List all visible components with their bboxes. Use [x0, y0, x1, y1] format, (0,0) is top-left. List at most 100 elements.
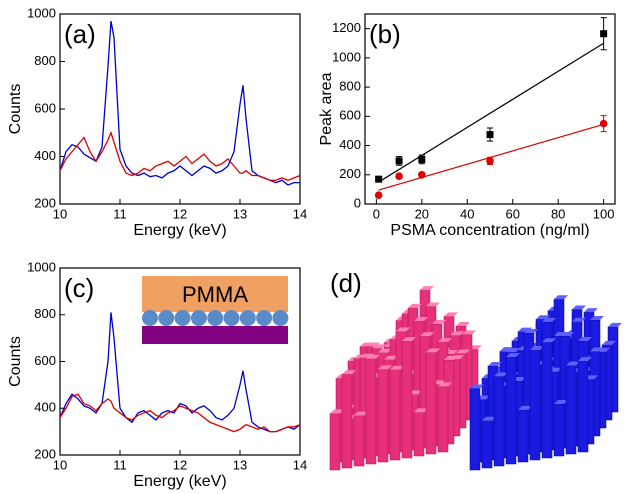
deco-bar-top: [414, 317, 428, 322]
deco-bar: [469, 388, 481, 471]
deco-bar-top: [408, 303, 422, 308]
deco-bar-top: [456, 349, 470, 354]
particle: [142, 310, 158, 326]
deco-bar-top: [524, 329, 538, 334]
x-tick-label: 10: [53, 457, 67, 472]
deco-bar-top: [426, 302, 440, 307]
deco-bar-top: [572, 317, 586, 322]
x-tick-label: 11: [113, 457, 127, 472]
x-tick-label: 12: [173, 457, 187, 472]
x-tick-label: 14: [293, 457, 307, 472]
deco-bar-top: [506, 353, 520, 358]
particle: [272, 310, 289, 326]
panel-label: (c): [64, 273, 94, 303]
panel-d: [329, 286, 622, 471]
deco-bar-top: [506, 348, 520, 353]
deco-bar-top: [542, 338, 556, 343]
deco-bar: [565, 365, 577, 455]
deco-bar-top: [420, 286, 434, 291]
particle: [256, 310, 273, 326]
deco-bar: [377, 369, 389, 463]
deco-bar-top: [578, 336, 592, 341]
deco-bar-top: [342, 370, 356, 375]
x-tick-label: 60: [505, 206, 519, 221]
panel-label: (a): [64, 19, 96, 49]
y-axis-label: Peak area: [318, 72, 335, 145]
x-tick-label: 13: [233, 457, 247, 472]
x-tick-label: 100: [593, 206, 615, 221]
inset: [142, 276, 289, 344]
particle: [174, 310, 191, 326]
panel-label: (b): [369, 19, 401, 49]
particle: [190, 310, 207, 326]
x-tick-label: 13: [233, 206, 247, 221]
y-axis-label: Counts: [7, 336, 24, 387]
deco-bar: [413, 412, 425, 457]
deco-bar: [389, 369, 401, 461]
point: [374, 191, 383, 200]
x-axis-label: Energy (keV): [133, 473, 226, 490]
y-tick-label: 600: [339, 108, 361, 123]
y-tick-label: 800: [339, 79, 361, 94]
deco-bar-top: [554, 400, 568, 405]
deco-bar-top: [590, 316, 604, 321]
deco-bar-top: [420, 332, 434, 337]
y-tick-label: 800: [34, 306, 56, 321]
x-tick-label: 11: [113, 206, 127, 221]
y-tick-label: 600: [34, 353, 56, 368]
x-tick-label: 40: [460, 206, 474, 221]
fit-line: [378, 42, 604, 183]
deco-bar-top: [602, 340, 616, 345]
deco-bar: [341, 374, 353, 469]
point: [395, 157, 403, 165]
y-tick-label: 0: [354, 195, 361, 210]
x-tick-label: 0: [373, 206, 380, 221]
deco-bar-top: [518, 405, 532, 410]
deco-bar-top: [444, 356, 458, 361]
inset-label: PMMA: [182, 282, 248, 307]
deco-bar-top: [584, 308, 598, 313]
deco-bar: [493, 376, 505, 467]
plot-frame: [59, 13, 301, 205]
deco-bar-top: [488, 362, 502, 367]
deco-bar-top: [470, 384, 484, 389]
y-tick-label: 200: [34, 446, 56, 461]
y-tick-label: 200: [34, 195, 56, 210]
y-tick-label: 1000: [27, 5, 56, 20]
deco-bar-top: [414, 408, 428, 413]
deco-bar-top: [396, 327, 410, 332]
panel-label: (d): [330, 268, 362, 298]
deco-bar-top: [554, 295, 568, 300]
y-tick-label: 200: [339, 166, 361, 181]
y-tick-label: 400: [339, 137, 361, 152]
deco-bar-top: [354, 411, 368, 416]
deco-bar-top: [378, 348, 392, 353]
y-tick-label: 800: [34, 53, 56, 68]
particle: [239, 310, 256, 326]
point: [375, 175, 383, 183]
deco-bar-top: [366, 354, 380, 359]
deco-bar-top: [560, 332, 574, 337]
point: [599, 119, 608, 128]
deco-bar-top: [438, 338, 452, 343]
deco-bar: [353, 415, 365, 467]
deco-bar: [529, 349, 541, 461]
deco-bar-top: [578, 357, 592, 362]
spectrum-line: [59, 393, 301, 433]
x-tick-label: 80: [551, 206, 565, 221]
deco-bar-top: [372, 344, 386, 349]
deco-bar: [365, 358, 377, 465]
particle: [158, 310, 175, 326]
point: [600, 30, 608, 38]
deco-bar-top: [494, 372, 508, 377]
deco-bar-top: [384, 355, 398, 360]
deco-bar-top: [482, 416, 496, 421]
point: [486, 157, 494, 165]
deco-bar-top: [378, 365, 392, 370]
deco-bar: [577, 360, 589, 453]
y-tick-label: 1000: [27, 259, 56, 274]
deco-bar: [541, 341, 553, 459]
point: [486, 131, 494, 139]
deco-bar-top: [572, 305, 586, 310]
x-tick-label: 14: [293, 206, 307, 221]
